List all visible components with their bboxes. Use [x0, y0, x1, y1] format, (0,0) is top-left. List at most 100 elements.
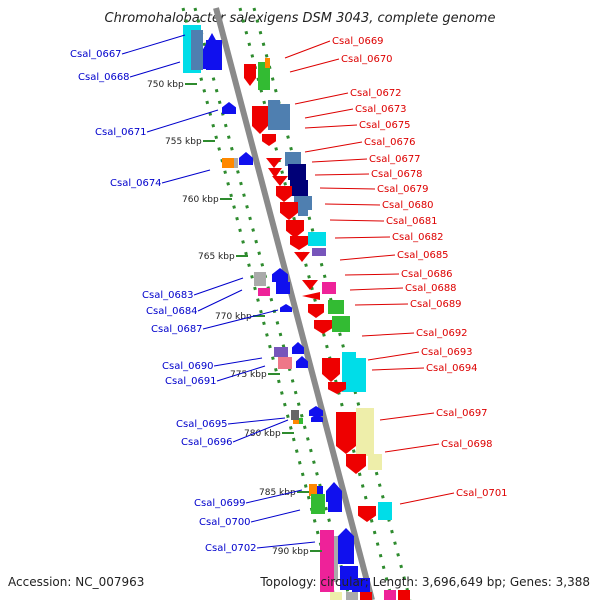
kbp-tick-label: 760 kbp [182, 195, 219, 205]
leader-line [344, 273, 400, 276]
leader-line [256, 541, 316, 549]
gene-arrow [308, 304, 324, 318]
left-gene-label: Csal_0695 [176, 419, 228, 430]
left-gene-label: Csal_0684 [146, 306, 198, 317]
gene-box [254, 272, 266, 286]
gene-box [332, 316, 350, 332]
gene-box [206, 40, 222, 70]
leader-line [216, 365, 266, 382]
gene-box [317, 486, 323, 494]
right-gene-label: Csal_0675 [359, 120, 411, 131]
right-gene-label: Csal_0689 [410, 299, 462, 310]
right-gene-label: Csal_0679 [377, 184, 429, 195]
left-gene-label: Csal_0700 [199, 517, 251, 528]
gene-arrow [296, 356, 308, 368]
kbp-scale: 750 kbp 755 kbp 760 kbp 765 kbp 770 kbp 775 k… [147, 80, 322, 557]
gene-box [285, 152, 301, 166]
leader-line [399, 492, 455, 505]
gene-arrow [336, 412, 356, 454]
gene-box [378, 502, 392, 520]
leader-line [294, 92, 349, 105]
gene-box [298, 210, 308, 216]
gene-box [322, 282, 336, 294]
gene-box [276, 104, 290, 130]
leader-line [284, 40, 331, 59]
gene-arrow [294, 252, 310, 262]
left-gene-label: Csal_0691 [165, 376, 217, 387]
right-gene-label: Csal_0673 [355, 104, 407, 115]
gene-arrow [314, 320, 332, 334]
leader-line [193, 277, 244, 296]
leader-line [319, 187, 376, 190]
accession-text: Accession: NC_007963 [8, 575, 144, 589]
gene-arrow [272, 268, 288, 282]
gene-box [368, 454, 382, 470]
leader-line [349, 287, 404, 291]
leader-line [202, 309, 279, 330]
leader-line [384, 443, 440, 453]
right-gene-label: Csal_0676 [364, 137, 416, 148]
gene-arrow [290, 236, 308, 250]
gene-arrow [311, 414, 323, 422]
gene-arrow [262, 134, 276, 146]
gene-box [356, 408, 374, 456]
left-gene-label: Csal_0668 [78, 72, 130, 83]
left-gene-label: Csal_0696 [181, 437, 233, 448]
leader-line [329, 219, 385, 222]
gene-box [334, 536, 338, 582]
gene-box [234, 158, 238, 168]
gene-features [183, 25, 410, 600]
gene-arrow [268, 168, 282, 178]
leader-line [121, 34, 186, 55]
genome-backbone [213, 7, 375, 600]
gene-box [291, 410, 299, 420]
right-gene-label: Csal_0678 [371, 169, 423, 180]
gene-arrow [239, 152, 253, 165]
gene-box [222, 158, 234, 168]
gene-box [320, 530, 334, 592]
left-gene-label: Csal_0690 [162, 361, 214, 372]
gene-box [328, 496, 342, 512]
kbp-tick-label: 785 kbp [259, 488, 296, 498]
leader-line [311, 158, 368, 163]
track-guide-line [193, 7, 352, 600]
genome-summary-text: Topology: circular; Length: 3,696,649 bp… [259, 575, 590, 589]
left-gene-label: Csal_0671 [95, 127, 147, 138]
gene-box [360, 592, 372, 600]
kbp-tick-label: 770 kbp [215, 312, 252, 322]
leader-line [289, 58, 340, 73]
leader-line [354, 303, 409, 306]
gene-box [352, 358, 366, 392]
leader-line [250, 509, 301, 523]
leader-line [314, 173, 370, 176]
gene-box [352, 578, 370, 592]
gene-box [346, 592, 358, 600]
right-gene-label: Csal_0685 [397, 250, 449, 261]
left-gene-label: Csal_0683 [142, 290, 194, 301]
gene-arrow [286, 220, 304, 238]
gene-box [274, 347, 288, 357]
gene-box [278, 357, 292, 369]
gene-box [328, 300, 344, 314]
right-gene-label: Csal_0688 [405, 283, 457, 294]
leader-line [129, 61, 181, 78]
leader-line [245, 489, 303, 504]
gene-arrow [302, 292, 320, 300]
gene-box [311, 494, 325, 514]
right-gene-label: Csal_0681 [386, 216, 438, 227]
kbp-tick-label: 750 kbp [147, 80, 184, 90]
gene-box [318, 232, 326, 246]
right-gene-label: Csal_0682 [392, 232, 444, 243]
left-gene-label: Csal_0667 [70, 49, 122, 60]
right-gene-label: Csal_0693 [421, 347, 473, 358]
leader-line [379, 412, 435, 421]
left-gene-label: Csal_0687 [151, 324, 203, 335]
gene-box [312, 248, 326, 256]
leader-line [146, 109, 219, 133]
gene-box [293, 420, 299, 424]
gene-arrow [266, 158, 282, 168]
right-gene-label: Csal_0692 [416, 328, 468, 339]
leader-line [304, 124, 358, 129]
left-gene-label: Csal_0674 [110, 178, 162, 189]
